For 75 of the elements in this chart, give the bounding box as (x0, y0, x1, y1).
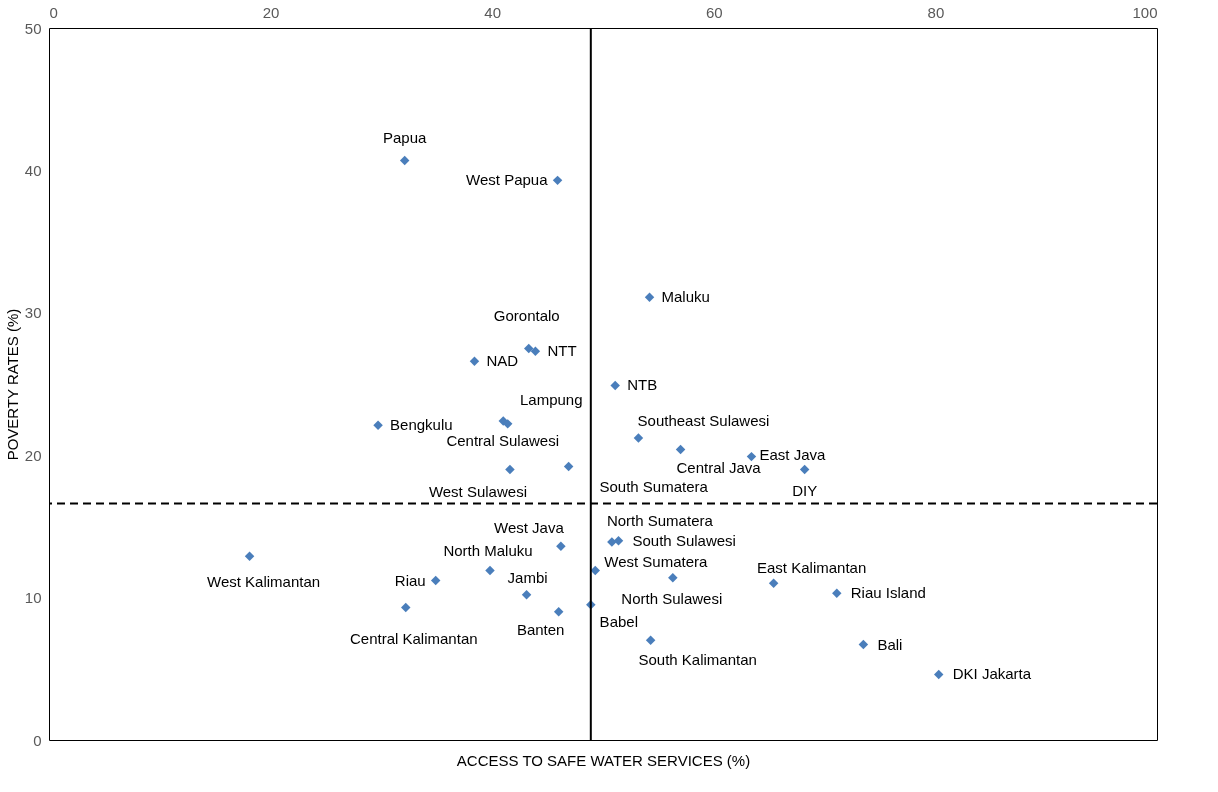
y-tick-label: 40 (24, 161, 42, 179)
series-label: North Maluku (443, 541, 533, 559)
series-label: West Kalimantan (206, 573, 321, 591)
point (373, 420, 383, 431)
point (613, 535, 624, 546)
point (524, 343, 534, 354)
y-tick-label: 20 (24, 446, 42, 464)
point (645, 635, 656, 646)
series-label: Central Sulawesi (446, 431, 559, 449)
series-label: South Sulawesi (632, 531, 736, 549)
point (505, 464, 515, 475)
series-label: East Java (759, 445, 826, 463)
x-tick-label: 100 (1132, 3, 1158, 21)
series-label: East Kalimantan (757, 559, 867, 577)
series-label: West Papua (466, 171, 549, 189)
series-label: Gorontalo (493, 307, 560, 325)
y-tick-label: 50 (24, 19, 42, 37)
series-label: Bengkulu (390, 416, 453, 434)
series-label: South Kalimantan (638, 651, 757, 669)
point (832, 588, 842, 599)
series-label: South Sumatera (599, 477, 709, 495)
point (401, 602, 411, 613)
series-label: West Java (494, 519, 565, 537)
point (521, 590, 532, 600)
series-label: Riau Island (850, 584, 926, 602)
series-label: Riau (394, 571, 426, 589)
point (485, 565, 495, 576)
point (644, 292, 655, 302)
series-label: Southeast Sulawesi (637, 412, 770, 430)
point (675, 444, 686, 455)
series-label: NTT (547, 342, 577, 360)
point (552, 175, 563, 186)
series-label: Banten (516, 620, 565, 638)
point (768, 578, 779, 589)
point (244, 551, 255, 562)
point (590, 565, 600, 576)
series-label: North Sumatera (606, 512, 714, 530)
series-label: Jambi (507, 568, 548, 586)
series-label: DIY (792, 482, 818, 500)
series-label: Lampung (520, 391, 583, 409)
point (563, 461, 574, 472)
series-label: NTB (627, 376, 658, 394)
x-tick-label: 0 (49, 3, 58, 21)
series-label: Babel (599, 612, 638, 630)
y-axis-title: POVERTY RATES (%) (3, 308, 21, 461)
y-tick-label: 30 (24, 304, 42, 322)
point (633, 433, 644, 443)
x-tick-label: 80 (927, 3, 945, 21)
point (668, 572, 678, 583)
point (469, 356, 480, 366)
point (553, 607, 564, 617)
series-label: Bali (877, 635, 903, 653)
y-tick-label: 0 (33, 731, 42, 749)
point (530, 346, 541, 356)
point (399, 155, 410, 166)
point (858, 639, 869, 650)
series-label: Papua (382, 129, 428, 147)
series-label: DKI Jakarta (952, 665, 1032, 683)
series-label: Central Kalimantan (349, 629, 478, 647)
point (556, 541, 566, 552)
x-tick-label: 60 (705, 3, 723, 21)
point (746, 451, 757, 462)
point (933, 669, 944, 680)
series-label: West Sumatera (604, 552, 708, 570)
x-tick-label: 20 (262, 3, 280, 21)
series-label: North Sulawesi (621, 589, 723, 607)
series-label: Maluku (661, 288, 710, 306)
point (610, 380, 620, 391)
x-axis-title: ACCESS TO SAFE WATER SERVICES (%) (456, 751, 751, 769)
x-tick-label: 40 (484, 3, 502, 21)
y-tick-label: 10 (24, 589, 42, 607)
series-label: NAD (486, 352, 519, 370)
series-label: West Sulawesi (428, 483, 527, 501)
point (799, 464, 810, 475)
point (430, 575, 441, 586)
